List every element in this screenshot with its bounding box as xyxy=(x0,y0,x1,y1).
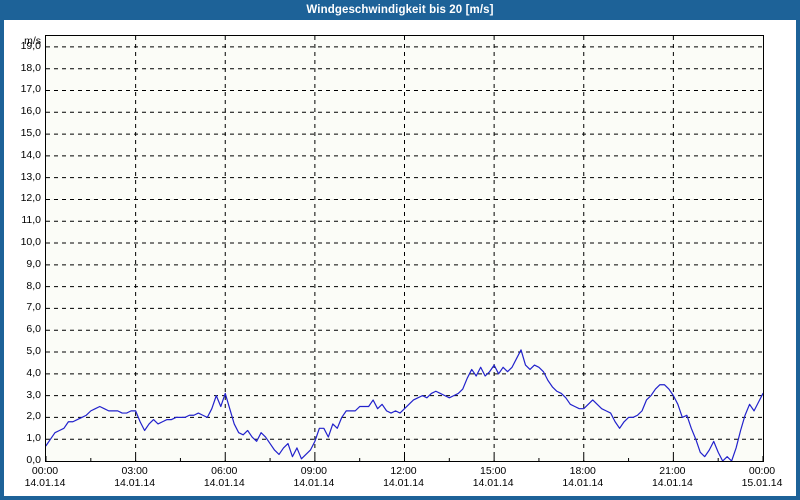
x-tick-time: 03:00 xyxy=(121,465,148,477)
axis-ticks xyxy=(46,456,763,461)
x-tick-date: 14.01.14 xyxy=(203,477,245,489)
x-axis-tick-label: 00:00 14.01.14 xyxy=(10,465,80,489)
page-title: Windgeschwindigkeit bis 20 [m/s] xyxy=(306,4,494,16)
y-axis-tick-label: 17,0 xyxy=(20,83,41,96)
x-axis-tick-label: 03:00 14.01.14 xyxy=(100,465,170,489)
y-axis-tick-label: 11,0 xyxy=(21,214,41,227)
x-tick-time: 06:00 xyxy=(211,465,238,477)
x-tick-time: 15:00 xyxy=(479,465,507,477)
y-axis-tick-label: 5,0 xyxy=(26,345,41,358)
chart-canvas: m/s 19,0 18,0 17,0 16,0 15,0 14,0 13,0 12,0 11,0… xyxy=(4,20,796,496)
y-axis-tick-label: 3,0 xyxy=(26,388,41,401)
y-axis-tick-label: 16,0 xyxy=(20,105,41,118)
x-axis-tick-label: 15:00 14.01.14 xyxy=(458,465,528,489)
x-tick-date: 14.01.14 xyxy=(472,477,514,489)
y-axis-tick-label: 12,0 xyxy=(20,192,41,205)
x-axis-tick-label: 18:00 14.01.14 xyxy=(548,465,618,489)
gridlines xyxy=(46,36,763,461)
x-axis-tick-label: 09:00 14.01.14 xyxy=(279,465,349,489)
x-tick-date: 14.01.14 xyxy=(383,477,424,489)
plot-area xyxy=(45,35,764,462)
x-tick-date: 15.01.14 xyxy=(741,477,783,489)
x-axis-tick-label: 00:00 15.01.14 xyxy=(727,465,796,489)
y-axis-tick-label: 10,0 xyxy=(20,236,41,249)
y-axis-tick-label: 8,0 xyxy=(26,279,41,292)
x-tick-time: 00:00 xyxy=(748,465,776,477)
y-axis-tick-label: 1,0 xyxy=(26,432,41,445)
x-tick-time: 12:00 xyxy=(390,465,417,477)
chart-svg xyxy=(46,36,763,461)
x-tick-time: 00:00 xyxy=(31,465,59,477)
x-tick-time: 09:00 xyxy=(300,465,328,477)
x-tick-time: 18:00 xyxy=(569,465,596,477)
y-axis-tick-label: 4,0 xyxy=(26,366,41,379)
x-tick-date: 14.01.14 xyxy=(114,477,156,489)
y-axis-tick-label: 18,0 xyxy=(20,61,41,74)
x-axis-tick-label: 12:00 14.01.14 xyxy=(369,465,439,489)
x-tick-date: 14.01.14 xyxy=(24,477,66,489)
y-axis-tick-label: 15,0 xyxy=(20,127,41,140)
y-axis-tick-label: 14,0 xyxy=(20,148,41,161)
x-tick-date: 14.01.14 xyxy=(293,477,335,489)
x-tick-date: 14.01.14 xyxy=(651,477,693,489)
y-axis-tick-label: 9,0 xyxy=(26,257,41,270)
y-axis-tick-label: 19,0 xyxy=(20,39,41,52)
y-axis-tick-label: 0,0 xyxy=(26,454,41,466)
y-axis-tick-label: 7,0 xyxy=(26,301,41,314)
data-series-line xyxy=(46,349,763,461)
y-axis-tick-label: 13,0 xyxy=(20,170,41,183)
x-tick-date: 14.01.14 xyxy=(562,477,604,489)
x-tick-time: 21:00 xyxy=(659,465,686,477)
y-axis-tick-label: 2,0 xyxy=(26,410,41,423)
x-axis-tick-label: 06:00 14.01.14 xyxy=(189,465,259,489)
x-axis-tick-label: 21:00 14.01.14 xyxy=(637,465,707,489)
window-title-bar: Windgeschwindigkeit bis 20 [m/s] xyxy=(0,0,800,20)
y-axis-unit-label: m/s xyxy=(24,35,41,47)
y-axis-tick-label: 6,0 xyxy=(26,323,41,336)
